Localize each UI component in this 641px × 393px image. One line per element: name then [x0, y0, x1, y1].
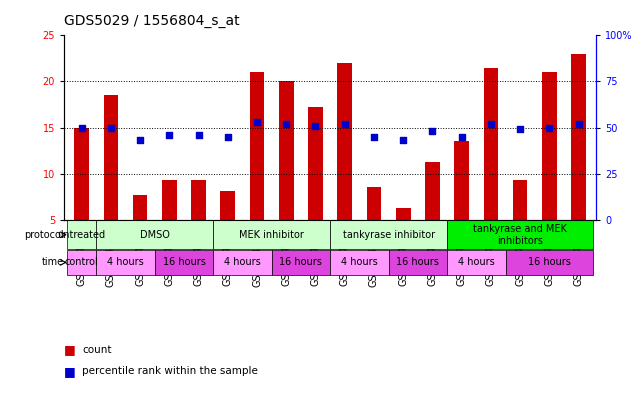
Text: 16 hours: 16 hours [279, 257, 322, 267]
Text: time: time [42, 257, 64, 267]
Bar [74, 128, 89, 220]
Point [252, 119, 262, 125]
Text: percentile rank within the sample: percentile rank within the sample [82, 366, 258, 376]
Text: 16 hours: 16 hours [163, 257, 205, 267]
Bar [425, 162, 440, 220]
Text: DMSO: DMSO [140, 230, 170, 240]
Bar [213, 250, 272, 275]
Bar [330, 250, 388, 275]
Bar [447, 220, 593, 249]
Bar [571, 54, 586, 220]
Bar [447, 250, 506, 275]
Bar [506, 250, 593, 275]
Text: 4 hours: 4 hours [107, 257, 144, 267]
Text: 4 hours: 4 hours [224, 257, 261, 267]
Bar [483, 68, 498, 220]
Text: tankyrase and MEK
inhibitors: tankyrase and MEK inhibitors [473, 224, 567, 246]
Text: 16 hours: 16 hours [528, 257, 570, 267]
Bar [221, 191, 235, 220]
Point [135, 137, 146, 143]
Text: MEK inhibitor: MEK inhibitor [239, 230, 304, 240]
Bar [213, 220, 330, 249]
Text: 4 hours: 4 hours [458, 257, 495, 267]
Bar [337, 63, 352, 220]
Bar [250, 72, 264, 220]
Point [194, 132, 204, 138]
Bar [133, 195, 147, 220]
Bar [154, 250, 213, 275]
Bar [96, 250, 154, 275]
Text: tankyrase inhibitor: tankyrase inhibitor [342, 230, 435, 240]
Text: control: control [65, 257, 99, 267]
Bar [279, 81, 294, 220]
Point [456, 134, 467, 140]
Bar [367, 187, 381, 220]
Bar [272, 250, 330, 275]
Point [574, 121, 584, 127]
Text: protocol: protocol [24, 230, 64, 240]
Point [76, 125, 87, 131]
Bar [308, 107, 323, 220]
Text: GDS5029 / 1556804_s_at: GDS5029 / 1556804_s_at [64, 13, 240, 28]
Bar [454, 141, 469, 220]
Text: 4 hours: 4 hours [341, 257, 378, 267]
Point [515, 126, 525, 132]
Bar [513, 180, 528, 220]
Text: ■: ■ [64, 365, 76, 378]
Bar [388, 250, 447, 275]
Text: untreated: untreated [58, 230, 106, 240]
Bar [67, 250, 96, 275]
Point [281, 121, 292, 127]
Point [164, 132, 174, 138]
Bar [542, 72, 556, 220]
Bar [396, 208, 410, 220]
Point [106, 125, 116, 131]
Bar [330, 220, 447, 249]
Text: ■: ■ [64, 343, 76, 356]
Bar [191, 180, 206, 220]
Point [398, 137, 408, 143]
Point [310, 123, 320, 129]
Point [369, 134, 379, 140]
Point [222, 134, 233, 140]
Text: count: count [82, 345, 112, 355]
Point [544, 125, 554, 131]
Bar [67, 220, 96, 249]
Text: 16 hours: 16 hours [396, 257, 439, 267]
Bar [162, 180, 177, 220]
Bar [104, 95, 118, 220]
Point [486, 121, 496, 127]
Bar [96, 220, 213, 249]
Point [340, 121, 350, 127]
Point [428, 128, 438, 134]
